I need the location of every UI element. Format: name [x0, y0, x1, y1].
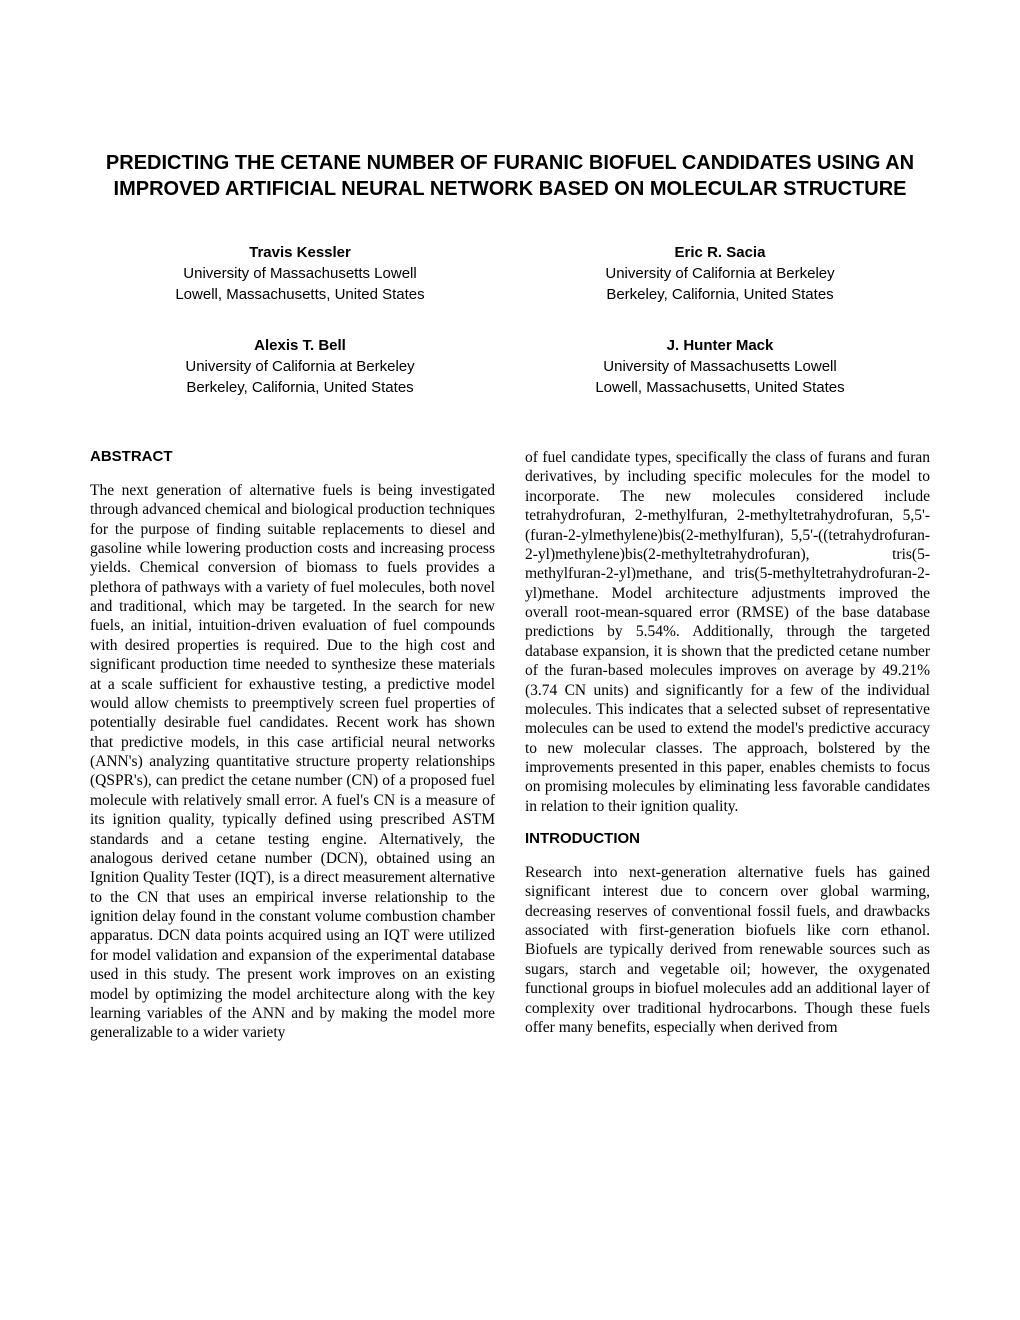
paper-title: PREDICTING THE CETANE NUMBER OF FURANIC … [90, 150, 930, 202]
abstract-text-1: The next generation of alternative fuels… [90, 481, 495, 1043]
author-affiliation: University of Massachusetts Lowell [110, 263, 490, 284]
author-location: Berkeley, California, United States [530, 284, 910, 305]
author-block: J. Hunter Mack University of Massachuset… [530, 335, 910, 398]
author-grid: Travis Kessler University of Massachuset… [90, 242, 930, 398]
author-affiliation: University of Massachusetts Lowell [530, 356, 910, 377]
author-location: Berkeley, California, United States [110, 377, 490, 398]
body-columns: ABSTRACT The next generation of alternat… [90, 448, 930, 1054]
abstract-heading: ABSTRACT [90, 448, 495, 467]
author-affiliation: University of California at Berkeley [530, 263, 910, 284]
author-name: Eric R. Sacia [530, 242, 910, 263]
introduction-heading: INTRODUCTION [525, 830, 930, 849]
author-block: Travis Kessler University of Massachuset… [110, 242, 490, 305]
abstract-text-2: of fuel candidate types, specifically th… [525, 448, 930, 816]
author-affiliation: University of California at Berkeley [110, 356, 490, 377]
author-location: Lowell, Massachusetts, United States [110, 284, 490, 305]
author-name: Travis Kessler [110, 242, 490, 263]
author-name: Alexis T. Bell [110, 335, 490, 356]
author-name: J. Hunter Mack [530, 335, 910, 356]
author-location: Lowell, Massachusetts, United States [530, 377, 910, 398]
author-block: Alexis T. Bell University of California … [110, 335, 490, 398]
introduction-text: Research into next-generation alternativ… [525, 863, 930, 1037]
author-block: Eric R. Sacia University of California a… [530, 242, 910, 305]
